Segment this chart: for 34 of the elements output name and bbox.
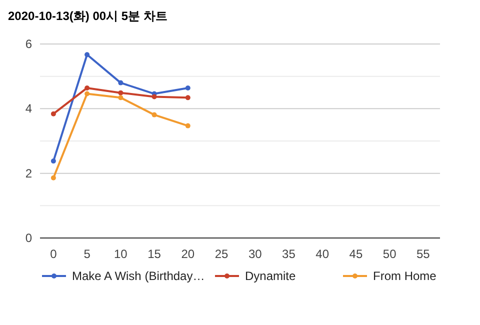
x-tick-label: 5 (84, 247, 91, 261)
y-tick-label: 4 (25, 102, 32, 116)
point (118, 80, 124, 86)
x-tick-label: 30 (248, 247, 262, 261)
point (185, 123, 190, 128)
x-tick-label: 20 (181, 247, 195, 261)
x-tick-label: 10 (114, 247, 128, 261)
point (118, 90, 124, 96)
legend-label: From Home (373, 269, 437, 283)
x-tick-label: 0 (50, 247, 58, 261)
point (84, 91, 90, 96)
x-tick-label: 35 (282, 247, 296, 261)
point (152, 112, 157, 118)
point (185, 95, 190, 100)
point (152, 94, 157, 100)
x-tick-label: 40 (316, 247, 330, 261)
point (50, 175, 56, 180)
x-tick-label: 45 (349, 247, 363, 261)
point (118, 95, 124, 100)
legend-label: Dynamite (245, 269, 296, 283)
x-tick-label: 25 (214, 247, 229, 261)
legend-label: Make A Wish (Birthday… (72, 269, 205, 283)
x-tick-label: 55 (416, 247, 430, 261)
point (84, 85, 90, 90)
point (50, 158, 56, 164)
x-tick-label: 50 (382, 247, 397, 261)
point (84, 52, 90, 58)
x-tick-label: 15 (148, 247, 162, 261)
point (185, 85, 190, 90)
point (50, 111, 56, 116)
chart-title: 2020-10-13(화) 00시 5분 차트 (8, 9, 168, 23)
y-tick-label: 0 (25, 231, 32, 245)
y-tick-label: 6 (25, 37, 32, 51)
y-tick-label: 2 (25, 166, 32, 180)
